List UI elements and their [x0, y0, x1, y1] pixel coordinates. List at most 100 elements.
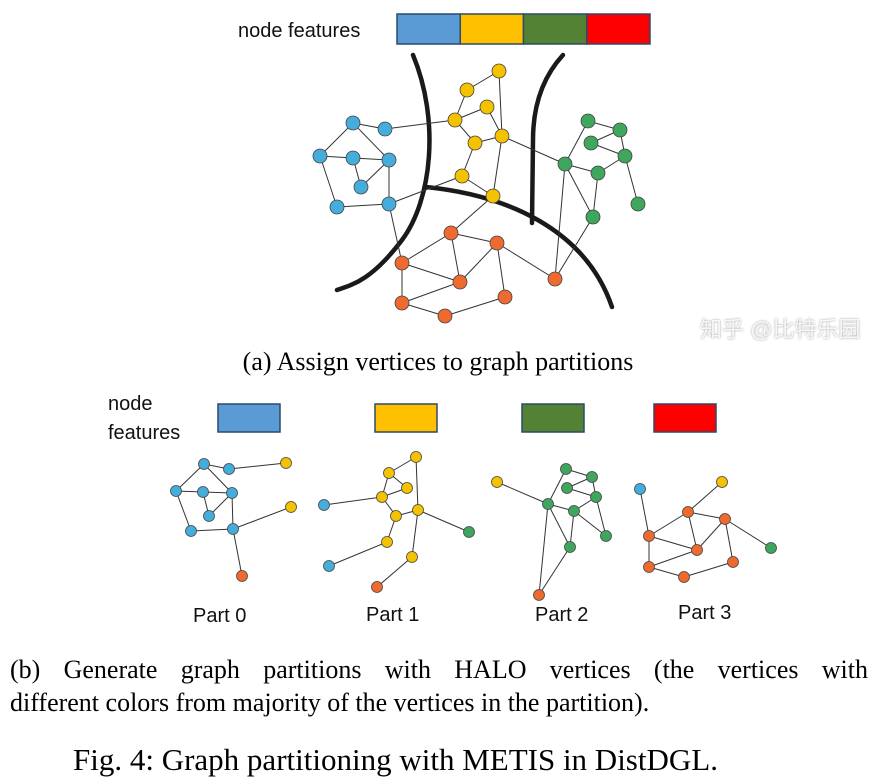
edge [595, 496, 607, 537]
edge [639, 488, 650, 537]
edge [569, 510, 575, 548]
part0-node-o [236, 570, 248, 582]
legend-label-a: node features [238, 20, 361, 42]
part1-node-y [401, 482, 413, 494]
part1-node-b [323, 560, 335, 572]
edge [175, 490, 192, 532]
edge [203, 463, 233, 494]
node-g [580, 113, 596, 129]
node-g [617, 148, 633, 164]
edge [323, 496, 383, 506]
edge [492, 135, 503, 197]
caption-a: (a) Assign vertices to graph partitions [242, 347, 634, 376]
part0-node-b [203, 510, 215, 522]
edge [498, 70, 503, 137]
edge [648, 535, 698, 551]
legend-label-b-line2: features [108, 422, 181, 444]
edge [444, 296, 506, 317]
figure-caption: Fig. 4: Graph partitioning with METIS in… [73, 742, 718, 777]
edge [724, 518, 734, 563]
node-g [583, 135, 599, 151]
part0-node-b [227, 523, 239, 535]
edge [401, 302, 446, 317]
part2-node-g [542, 498, 554, 510]
node-b [329, 199, 345, 215]
feature-bar-segment [459, 13, 525, 45]
node-y [494, 128, 510, 144]
edge [648, 549, 698, 568]
part2-node-g [590, 491, 602, 503]
edge [376, 556, 413, 588]
part2-node-g [561, 482, 573, 494]
part-2-label: Part 2 [535, 604, 589, 626]
node-o [489, 235, 505, 251]
part0-node-b [223, 463, 235, 475]
edge [724, 518, 772, 549]
node-b [312, 148, 328, 164]
caption-b-line1: (b) Generate graph partitions with HALO … [10, 655, 868, 684]
feature-bar-segment [396, 13, 461, 45]
part1-node-y [376, 491, 388, 503]
part0-node-y [280, 457, 292, 469]
node-b [381, 152, 397, 168]
edge [554, 216, 594, 280]
part2-node-y [491, 476, 503, 488]
edge [328, 541, 388, 567]
part0-node-b [170, 485, 182, 497]
part3-node-o [682, 506, 694, 518]
part0-node-b [226, 487, 238, 499]
part3-node-o [691, 544, 703, 556]
partition-boundary [423, 184, 615, 310]
edge [232, 528, 243, 577]
node-o [437, 308, 453, 324]
part-1-label: Part 1 [366, 604, 420, 626]
part2-node-g [568, 505, 580, 517]
part2-node-g [564, 541, 576, 553]
feature-bar-segment [586, 13, 651, 45]
edge [450, 232, 461, 283]
edge [352, 122, 390, 161]
part1-node-b [318, 499, 330, 511]
node-b [345, 150, 361, 166]
edge [496, 242, 556, 280]
edge [228, 462, 287, 470]
watermark: 知乎 @比特乐园 [700, 317, 861, 342]
node-o [547, 271, 563, 287]
legend-label-b-line1: node [108, 393, 153, 415]
edge [554, 163, 566, 280]
node-o [443, 225, 459, 241]
part3-node-o [719, 513, 731, 525]
node-o [394, 295, 410, 311]
edge [231, 492, 234, 530]
node-y [491, 63, 507, 79]
partition-boundary [529, 52, 566, 226]
part1-node-y [390, 510, 402, 522]
part2-node-g [586, 471, 598, 483]
node-g [557, 156, 573, 172]
part3-node-o [727, 556, 739, 568]
node-y [485, 188, 501, 204]
edge [547, 503, 571, 548]
edge [459, 242, 498, 283]
part1-node-g [463, 526, 475, 538]
edge [687, 511, 726, 520]
part-0-label: Part 0 [193, 605, 247, 627]
edge [319, 155, 338, 208]
node-o [394, 255, 410, 271]
edge [388, 175, 463, 205]
edge [538, 546, 571, 596]
edge [496, 242, 506, 298]
part2-node-o [533, 589, 545, 601]
node-g [612, 122, 628, 138]
node-g [630, 196, 646, 212]
node-g [590, 165, 606, 181]
edge [687, 481, 723, 513]
node-b [377, 121, 393, 137]
part-3-label: Part 3 [678, 602, 732, 624]
part3-node-g [765, 542, 777, 554]
part1-node-y [412, 504, 424, 516]
part1-node-o [371, 581, 383, 593]
part1-node-y [383, 467, 395, 479]
edge [564, 120, 589, 165]
